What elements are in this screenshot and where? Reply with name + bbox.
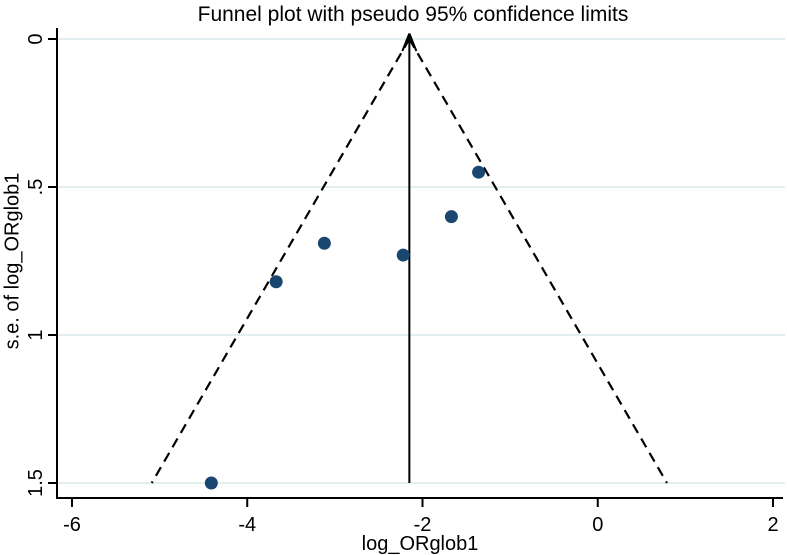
x-tick-label: 0 bbox=[592, 514, 603, 536]
y-axis-label: s.e. of log_ORglob1 bbox=[1, 172, 24, 350]
pooled-estimate-arrow-left bbox=[401, 33, 411, 52]
funnel-left-dashed-line bbox=[150, 38, 411, 484]
x-axis-label: log_ORglob1 bbox=[361, 533, 479, 555]
data-point bbox=[204, 476, 218, 490]
x-tick-label: -6 bbox=[63, 514, 81, 536]
y-tick-label: 1 bbox=[25, 329, 47, 340]
pooled-estimate-arrow-right bbox=[408, 33, 418, 52]
y-tick-label: 0 bbox=[25, 33, 47, 44]
data-point bbox=[396, 248, 410, 262]
x-tick-label: -4 bbox=[238, 514, 256, 536]
data-point bbox=[317, 236, 331, 250]
data-point bbox=[444, 210, 458, 224]
data-point bbox=[269, 275, 283, 289]
x-tick-label: 2 bbox=[767, 514, 778, 536]
y-tick-label: .5 bbox=[25, 179, 47, 196]
x-tick-label: -2 bbox=[414, 514, 432, 536]
y-tick-label: 1.5 bbox=[25, 469, 47, 497]
chart-title: Funnel plot with pseudo 95% confidence l… bbox=[197, 3, 629, 26]
data-point bbox=[472, 165, 486, 179]
funnel-right-dashed-line bbox=[408, 38, 668, 484]
